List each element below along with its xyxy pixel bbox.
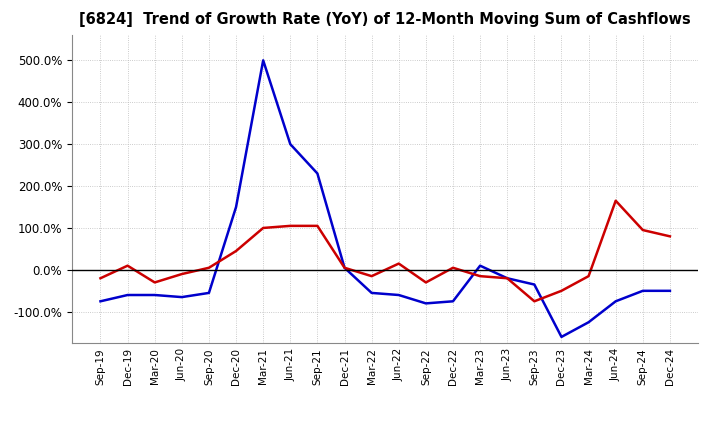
Operating Cashflow (530, 299, 539, 304)
Operating Cashflow (96, 275, 105, 281)
Operating Cashflow (232, 248, 240, 253)
Free Cashflow (611, 299, 620, 304)
Free Cashflow (476, 263, 485, 268)
Operating Cashflow (178, 271, 186, 277)
Free Cashflow (395, 292, 403, 297)
Free Cashflow (313, 171, 322, 176)
Operating Cashflow (123, 263, 132, 268)
Operating Cashflow (204, 265, 213, 271)
Free Cashflow (150, 292, 159, 297)
Free Cashflow (259, 58, 268, 63)
Operating Cashflow (421, 280, 430, 285)
Operating Cashflow (150, 280, 159, 285)
Free Cashflow (341, 265, 349, 271)
Operating Cashflow (367, 274, 376, 279)
Free Cashflow (96, 299, 105, 304)
Free Cashflow (639, 288, 647, 293)
Title: [6824]  Trend of Growth Rate (YoY) of 12-Month Moving Sum of Cashflows: [6824] Trend of Growth Rate (YoY) of 12-… (79, 12, 691, 27)
Operating Cashflow (395, 261, 403, 266)
Operating Cashflow (259, 225, 268, 231)
Operating Cashflow (557, 288, 566, 293)
Operating Cashflow (286, 223, 294, 228)
Free Cashflow (665, 288, 674, 293)
Free Cashflow (530, 282, 539, 287)
Line: Operating Cashflow: Operating Cashflow (101, 201, 670, 301)
Operating Cashflow (449, 265, 457, 271)
Free Cashflow (204, 290, 213, 296)
Free Cashflow (421, 301, 430, 306)
Free Cashflow (557, 334, 566, 340)
Operating Cashflow (611, 198, 620, 203)
Free Cashflow (123, 292, 132, 297)
Operating Cashflow (476, 274, 485, 279)
Operating Cashflow (639, 227, 647, 233)
Free Cashflow (449, 299, 457, 304)
Operating Cashflow (313, 223, 322, 228)
Free Cashflow (503, 275, 511, 281)
Operating Cashflow (584, 274, 593, 279)
Free Cashflow (584, 319, 593, 325)
Operating Cashflow (341, 265, 349, 271)
Operating Cashflow (665, 234, 674, 239)
Free Cashflow (286, 142, 294, 147)
Free Cashflow (178, 294, 186, 300)
Operating Cashflow (503, 275, 511, 281)
Free Cashflow (232, 204, 240, 209)
Free Cashflow (367, 290, 376, 296)
Line: Free Cashflow: Free Cashflow (101, 60, 670, 337)
